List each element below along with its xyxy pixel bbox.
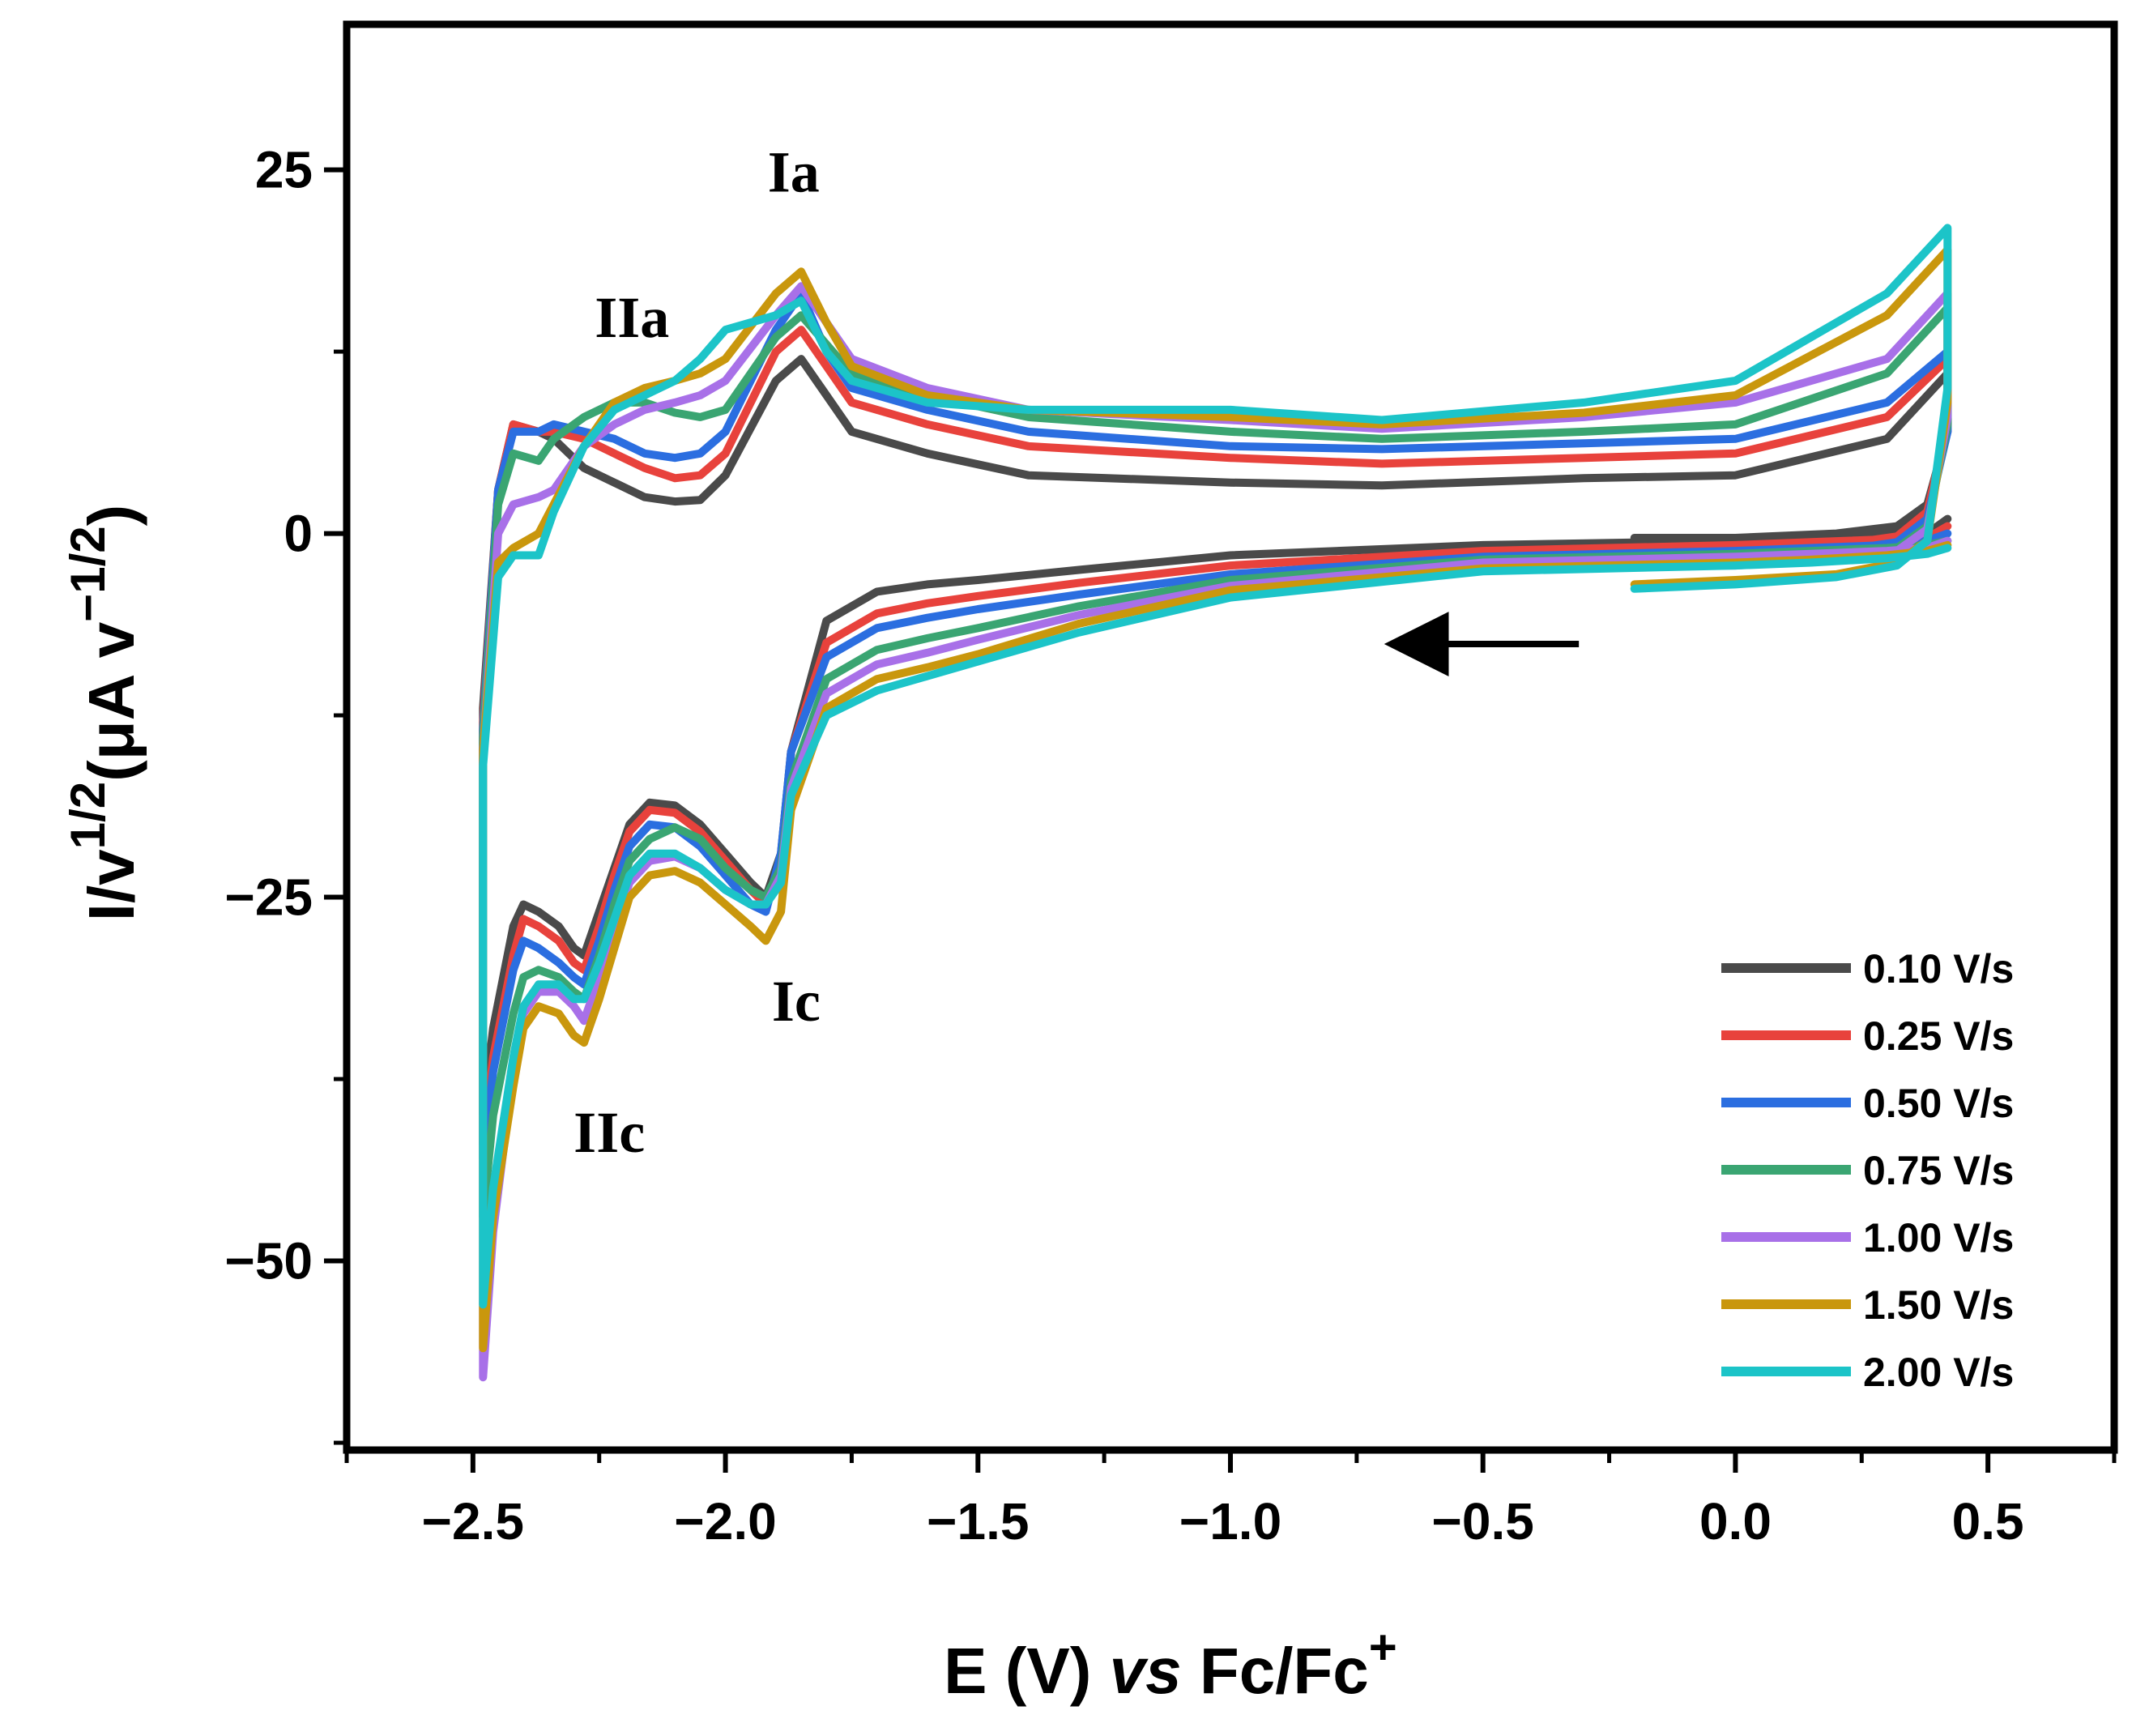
x-tick-label: 0.5 [1952,1492,2024,1550]
x-tick-label: −1.0 [1179,1492,1281,1550]
x-axis-title-sup: + [1369,1620,1397,1674]
y-tick-label: 25 [255,141,313,199]
y-tick-label: −50 [224,1232,313,1290]
x-tick-label: −2.0 [674,1492,776,1550]
x-tick-label: −0.5 [1432,1492,1534,1550]
peak-label-iic: IIc [574,1100,645,1165]
x-axis-title-rest: Fc/Fc [1182,1635,1369,1707]
x-axis-title-italic: vs [1110,1635,1182,1707]
legend: 0.10 V/s 0.25 V/s 0.50 V/s 0.75 V/s 1.00 V/s… [1721,946,2014,1395]
legend-label-5: 1.00 V/s [1863,1215,2014,1260]
x-axis-title-main: E (V) [944,1635,1109,1707]
y-axis-title-a-sup: 1/2 [61,782,115,849]
annotation-layer: Ia IIa Ic IIc [574,140,821,1165]
peak-label-iia: IIa [595,285,669,350]
x-tick-label: 0.0 [1699,1492,1772,1550]
y-axis-ticks: 25 0 −25 −50 [224,141,343,1445]
y-tick-label: 0 [284,505,313,563]
plot-frame [343,20,2118,1454]
series-line-4 [479,304,1952,1222]
x-tick-label: −1.5 [927,1492,1029,1550]
x-axis-ticks: −2.5 −2.0 −1.5 −1.0 −0.5 0.0 0.5 [344,1453,2117,1550]
legend-label-7: 2.00 V/s [1863,1350,2014,1395]
series-layer [479,224,1952,1382]
y-tick-label: −25 [224,868,313,927]
y-axis-title-a: I/v [75,849,147,921]
x-axis-title: E (V) vs Fc/Fc+ [944,1620,1397,1707]
y-axis-title-c: ) [75,505,147,527]
y-axis-title: I/v1/2(μA v−1/2) [61,505,147,922]
peak-label-ic: Ic [772,969,821,1034]
legend-label-1: 0.10 V/s [1863,946,2014,992]
legend-label-2: 0.25 V/s [1863,1013,2014,1059]
series-line-7 [479,224,1952,1309]
series-line-3 [479,289,1952,1163]
y-axis-title-b: (μA v [75,621,147,782]
x-tick-label: −2.5 [422,1492,524,1550]
legend-label-3: 0.50 V/s [1863,1081,2014,1126]
peak-label-ia: Ia [768,140,820,205]
y-axis-title-b-sup: −1/2 [61,526,115,621]
legend-label-6: 1.50 V/s [1863,1282,2014,1328]
legend-label-4: 0.75 V/s [1863,1148,2014,1193]
